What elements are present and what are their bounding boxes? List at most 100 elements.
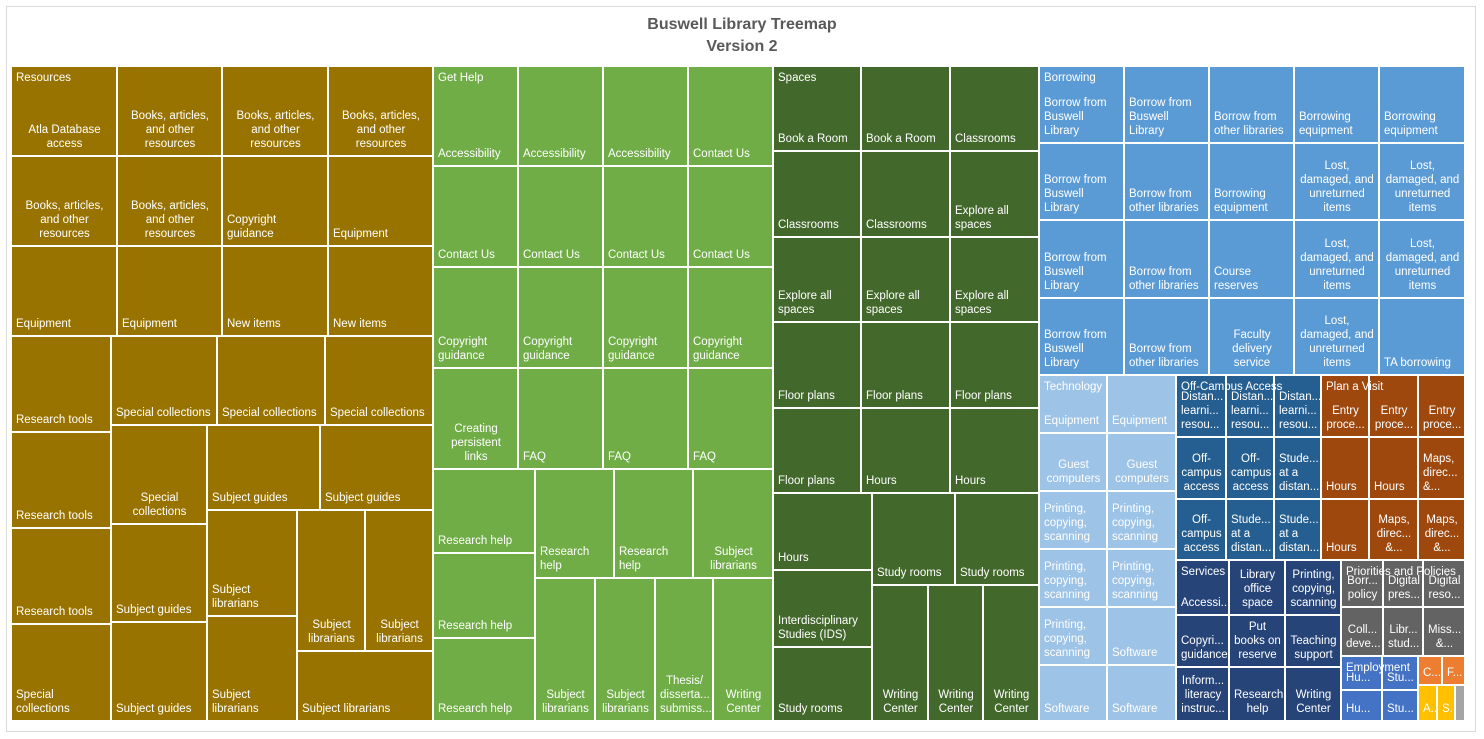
treemap-cell-label: Equipment [1112, 415, 1167, 427]
treemap-cell-label: Writing Center [725, 689, 762, 715]
treemap-cell-label: Research help [1234, 689, 1284, 715]
treemap-cell-label: FAQ [523, 451, 547, 463]
treemap-cell-label: Off-campus access [1181, 514, 1222, 554]
treemap-cell-label: Equipment [16, 318, 71, 330]
treemap-cell-employment-143: Hu... [1341, 656, 1382, 690]
treemap-cell-label: Distan... learni... resou... [1181, 391, 1224, 431]
treemap-cell-label: Research tools [16, 510, 93, 522]
treemap-cell-employment-145: Hu... [1341, 690, 1382, 721]
treemap-cell-label: Software [1112, 703, 1158, 715]
treemap-cell-off-campus-access-110: Distan... learni... resou... [1176, 375, 1226, 437]
treemap-cell-other-148: F... [1442, 656, 1465, 685]
treemap-cell-borrowing-90: Course reserves [1209, 220, 1294, 298]
treemap-cell-label: Libr... stud... [1388, 624, 1420, 650]
treemap-cell-resources-19: Subject guides [320, 425, 433, 510]
treemap-cell-spaces-77: Writing Center [983, 585, 1039, 721]
treemap-cell-label: Borrowing equipment [1299, 111, 1353, 137]
treemap-cell-resources-16: Research tools [11, 432, 111, 528]
treemap-cell-get-help-44: FAQ [688, 368, 773, 469]
treemap-cell-resources-6: Copyright guidance [222, 156, 328, 246]
treemap-cell-label: Book a Room [778, 133, 848, 145]
treemap-cell-label: Contact Us [438, 249, 495, 261]
treemap-cell-plan-a-visit-124: Maps, direc... &... [1418, 437, 1465, 499]
treemap-cell-label: Research tools [16, 414, 93, 426]
treemap-cell-label: Subject librarians [542, 689, 589, 715]
treemap-cell-label: Atla Database access [28, 124, 101, 150]
treemap-cell-plan-a-visit-123: Hours [1369, 437, 1418, 499]
treemap-cell-technology-108: Software [1039, 665, 1107, 721]
treemap-cell-label: Printing, copying, scanning [1044, 619, 1091, 659]
treemap-cell-technology-99: Equipment [1107, 375, 1176, 433]
treemap-cell-spaces-69: Hours [950, 408, 1039, 493]
treemap-cell-get-help-30: Accessibility [518, 66, 603, 166]
treemap-cell-services-132: Put books on reserve [1229, 615, 1285, 667]
treemap-cell-get-help-50: Research help [433, 638, 535, 721]
treemap-cell-label: Thesis/ disserta... submiss... [660, 675, 712, 715]
treemap-cell-label: Accessibility [438, 148, 501, 160]
treemap-cell-resources-21: Subject guides [111, 524, 207, 622]
treemap-cell-off-campus-access-111: Distan... learni... resou... [1226, 375, 1274, 437]
treemap-cell-services-128: Accessi... [1176, 560, 1229, 615]
treemap-cell-resources-27: Subject librarians [207, 616, 297, 721]
treemap-cell-plan-a-visit-127: Maps, direc... &... [1418, 499, 1465, 560]
treemap-cell-label: Borrow from other libraries [1129, 266, 1199, 292]
treemap-cell-label: Borrow from Buswell Library [1044, 252, 1107, 292]
treemap-cell-label: Digital pres... [1388, 575, 1420, 601]
treemap-cell-label: Research help [438, 703, 513, 715]
treemap-cell-label: Copyri... guidance [1181, 635, 1228, 661]
treemap-cell-get-help-45: Research help [433, 469, 535, 553]
treemap-cell-label: Off-campus access [1231, 453, 1272, 493]
treemap-cell-label: Special collections [16, 689, 70, 715]
treemap-cell-plan-a-visit-126: Maps, direc... &... [1369, 499, 1418, 560]
chart-title-block: Buswell Library Treemap Version 2 [0, 14, 1484, 58]
treemap-cell-label: New items [227, 318, 281, 330]
treemap-cell-label: C... [1423, 667, 1441, 679]
treemap-cell-resources-11: New items [328, 246, 433, 336]
treemap-cell-get-help-40: Copyright guidance [688, 267, 773, 368]
treemap-cell-spaces-67: Floor plans [773, 408, 861, 493]
treemap-cell-technology-105: Printing, copying, scanning [1107, 549, 1176, 607]
treemap-cell-label: Borrow from other libraries [1129, 188, 1199, 214]
treemap-cell-resources-28: Subject librarians [297, 651, 433, 721]
treemap-cell-label: Hu... [1346, 703, 1371, 715]
treemap-cell-label: Contact Us [608, 249, 665, 261]
treemap-cell-borrowing-81: Borrowing equipment [1294, 66, 1379, 143]
treemap-cell-label: Explore all spaces [955, 205, 1009, 231]
treemap-cell-label: Printing, copying, scanning [1290, 569, 1337, 609]
treemap-cell-spaces-76: Writing Center [928, 585, 983, 721]
treemap-cell-plan-a-visit-125: Hours [1321, 499, 1369, 560]
treemap-cell-resources-4: Books, articles, and other resources [11, 156, 117, 246]
treemap-cell-label: Borrow from Buswell Library [1044, 329, 1107, 369]
treemap-cell-spaces-55: Book a Room [773, 66, 861, 151]
treemap-cell-technology-109: Software [1107, 665, 1176, 721]
treemap-cell-borrowing-78: Borrow from Buswell Library [1039, 66, 1124, 143]
treemap-cell-off-campus-access-113: Off-campus access [1176, 437, 1226, 499]
treemap-cell-get-help-53: Thesis/ disserta... submiss... [655, 578, 713, 721]
treemap-cell-label: FAQ [693, 451, 717, 463]
treemap-cell-resources-7: Equipment [328, 156, 433, 246]
treemap-cell-technology-98: Equipment [1039, 375, 1107, 433]
treemap-cell-label: Contact Us [693, 249, 750, 261]
treemap-cell-priorities-and-policies-137: Borr... policy [1341, 560, 1383, 607]
treemap-cell-get-help-39: Copyright guidance [603, 267, 688, 368]
treemap-cell-off-campus-access-116: Off-campus access [1176, 499, 1226, 560]
treemap-cell-label: Book a Room [866, 133, 936, 145]
treemap-cell-label: Hours [866, 475, 897, 487]
treemap-cell-priorities-and-policies-139: Digital reso... [1423, 560, 1465, 607]
treemap-cell-label: Floor plans [778, 475, 835, 487]
treemap-cell-label: Borrow from Buswell Library [1044, 174, 1107, 214]
treemap-cell-other-150: S... [1437, 685, 1455, 721]
treemap-cell-label: Floor plans [955, 390, 1012, 402]
treemap-cell-label: Maps, direc... &... [1376, 514, 1412, 554]
treemap-cell-spaces-57: Classrooms [950, 66, 1039, 151]
treemap-cell-label: Distan... learni... resou... [1279, 391, 1321, 431]
treemap-cell-label: Maps, direc... &... [1423, 453, 1458, 493]
treemap-cell-label: Writing Center [938, 689, 974, 715]
treemap-cell-label: Special collections [222, 407, 317, 419]
treemap-cell-spaces-66: Floor plans [950, 322, 1039, 408]
treemap-cell-services-131: Copyri... guidance [1176, 615, 1229, 667]
treemap-cell-plan-a-visit-120: Entry proce... [1369, 375, 1418, 437]
treemap-cell-label: Borrow from Buswell Library [1129, 97, 1192, 137]
treemap-cell-label: Special collections [116, 407, 211, 419]
